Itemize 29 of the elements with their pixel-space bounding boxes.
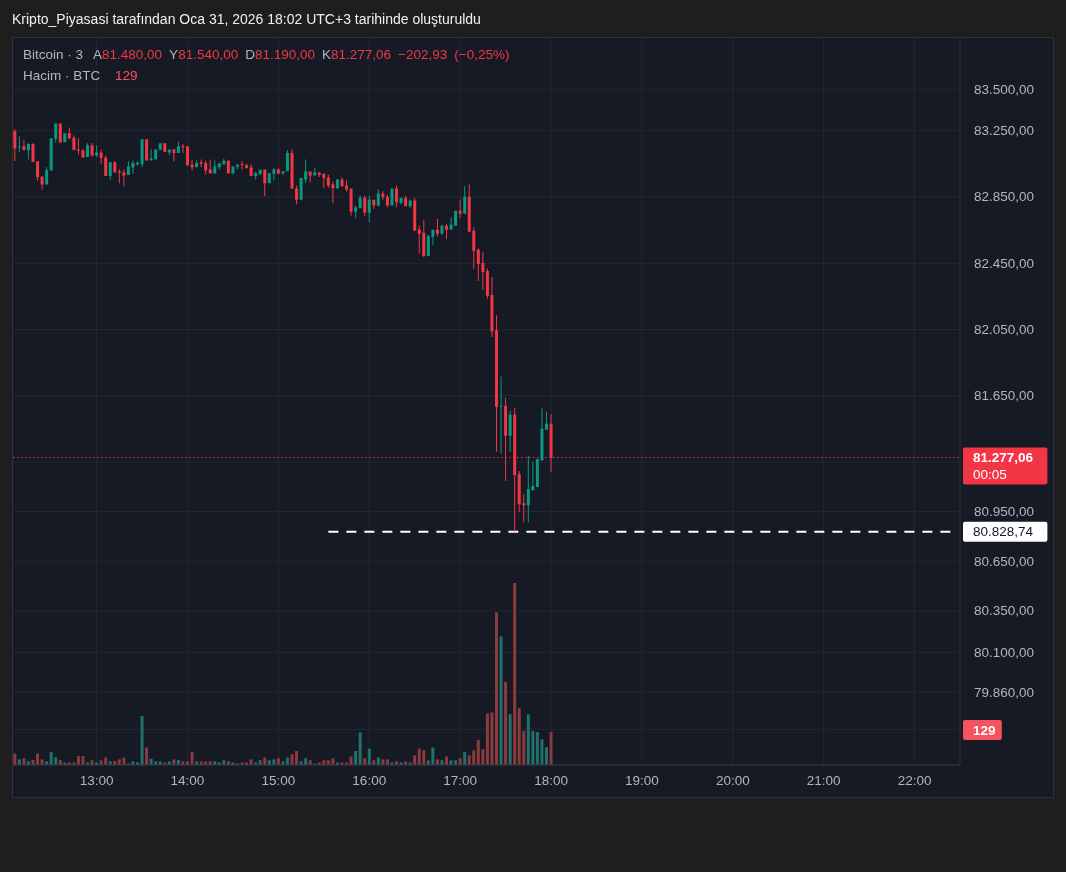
x-tick-label: 19:00 [625,772,659,788]
y-tick-label: 81.650,00 [974,388,1035,404]
y-tick-label: 82.850,00 [974,189,1035,205]
data-label: 80.828,74 [973,524,1034,540]
chart-title: Hacim · BTC [23,67,101,83]
text: Bitcoin · 3 [23,46,84,62]
text: 129 [973,722,996,738]
ref-line-label: 81.277,06 00:05 [973,449,1034,482]
y-tick-label: 80.950,00 [974,504,1035,520]
chart-title: Kripto_Piyasasi tarafından Oca 31, 2026 18:02 UTC+3 tarihinde oluşturuldu [12,11,481,27]
y-tick-label: 79.860,00 [974,684,1035,700]
y-tick-label: 80.100,00 [974,644,1035,660]
y-tick-label: 83.500,00 [974,81,1035,97]
y-tick-label: 82.050,00 [974,321,1035,337]
x-tick-label: 20:00 [715,772,750,788]
y-tick-label: 82.450,00 [974,255,1035,271]
x-tick-label: 21:00 [806,772,841,788]
text: A81.480,00 Y81.540,00 D81.190,00 K81.277,06 −202,93 (−0,25%) [93,46,510,62]
x-tick-label: 13:00 [79,772,114,788]
y-tick-label: 80.650,00 [974,553,1035,569]
annotation: 129 [115,67,138,83]
x-tick-label: 22:00 [897,772,932,788]
x-tick-label: 14:00 [170,772,205,788]
y-tick-label: 80.350,00 [974,603,1035,619]
x-tick-label: 16:00 [352,772,387,788]
x-tick-label: 17:00 [443,772,478,788]
x-tick-label: 18:00 [534,772,568,788]
y-tick-label: 83.250,00 [974,123,1035,139]
x-tick-label: 15:00 [261,772,296,788]
